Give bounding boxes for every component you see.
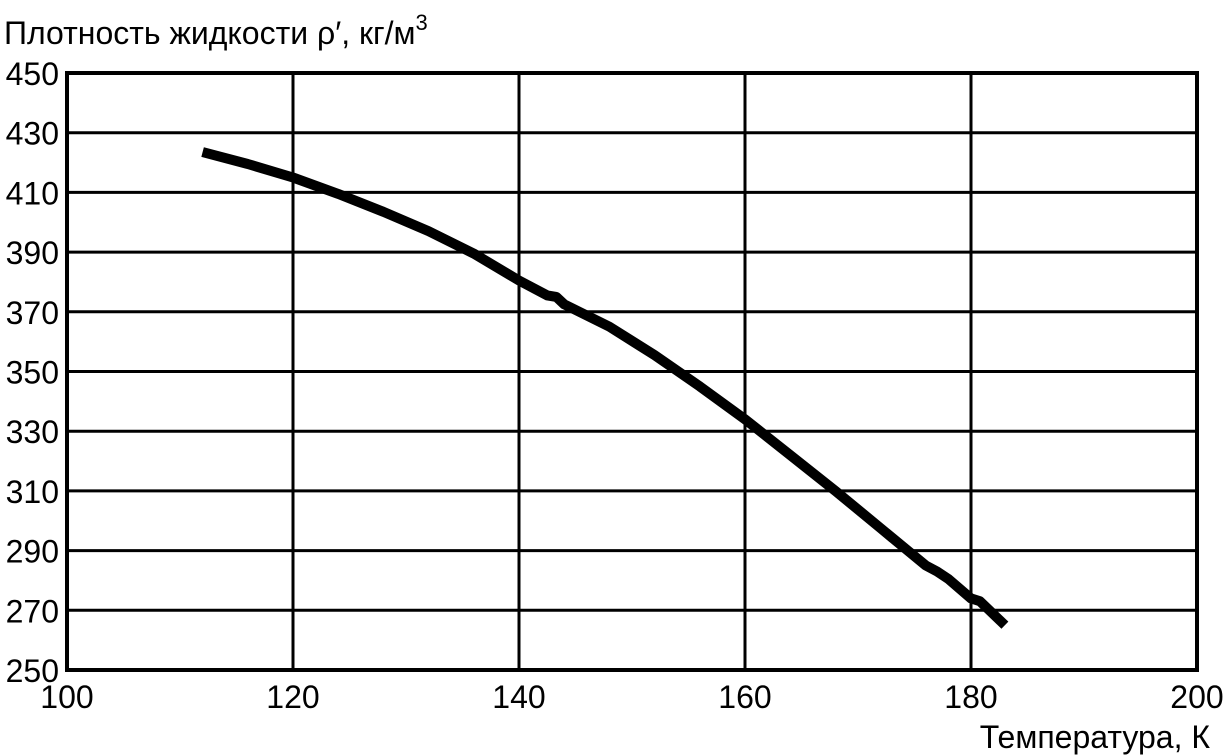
x-tick-label-100: 100 (40, 679, 93, 715)
series-line-0 (201, 147, 1009, 629)
x-tick-label-180: 180 (944, 679, 997, 715)
y-tick-label-450: 450 (6, 56, 59, 92)
y-axis-title-superscript: 3 (416, 10, 428, 35)
plot-frame (65, 71, 1199, 672)
y-axis-title: Плотность жидкости ρ′, кг/м3 (4, 10, 428, 51)
grid (67, 73, 1197, 670)
y-tick-label-250: 250 (6, 653, 59, 689)
x-tick-label-120: 120 (266, 679, 319, 715)
x-tick-label-140: 140 (492, 679, 545, 715)
series-group (201, 147, 1009, 629)
y-tick-label-370: 370 (6, 295, 59, 331)
x-axis-title: Температура, К (980, 719, 1211, 755)
y-tick-label-330: 330 (6, 414, 59, 450)
y-tick-label-270: 270 (6, 593, 59, 629)
y-tick-label-430: 430 (6, 116, 59, 152)
y-tick-label-390: 390 (6, 235, 59, 271)
y-tick-label-290: 290 (6, 534, 59, 570)
x-tick-label-200: 200 (1170, 679, 1223, 715)
y-tick-label-310: 310 (6, 474, 59, 510)
y-tick-label-410: 410 (6, 175, 59, 211)
y-axis-ticks: 450 430 410 390 370 350 330 310 290 270 250 (6, 56, 59, 689)
y-tick-label-350: 350 (6, 355, 59, 391)
x-tick-label-160: 160 (718, 679, 771, 715)
x-axis-ticks: 100 120 140 160 180 200 (40, 679, 1223, 715)
